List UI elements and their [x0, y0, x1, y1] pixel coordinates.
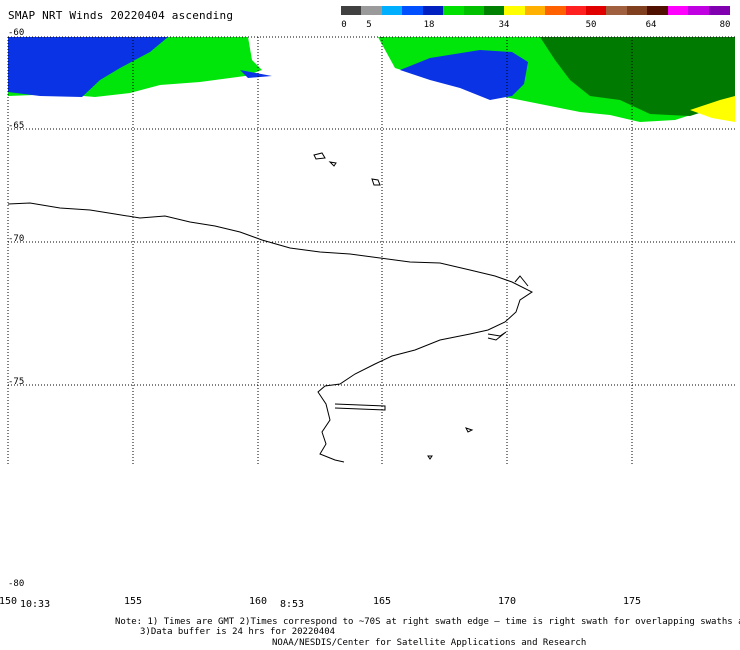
- ice-shelf-edge: [334, 403, 386, 411]
- coastline: [7, 152, 533, 463]
- island-3: [371, 178, 381, 186]
- colorbar-segment: [443, 6, 465, 15]
- coast-inlet: [514, 275, 529, 287]
- swath-right-yellow: [690, 96, 735, 122]
- colorbar-segment: [586, 6, 608, 15]
- colorbar-segment: [483, 6, 505, 15]
- coast-notch: [487, 331, 507, 341]
- swath-left-blue: [8, 37, 168, 97]
- note-line-2: 3)Data buffer is 24 hrs for 20220404: [140, 627, 336, 637]
- colorbar-segment: [504, 6, 526, 15]
- lon-label-160: 160: [248, 596, 268, 607]
- colorbar-segment: [381, 6, 403, 15]
- island-1: [313, 152, 326, 160]
- map-title: SMAP NRT Winds 20220404 ascending: [8, 9, 234, 22]
- colorbar-segment: [565, 6, 587, 15]
- colorbar-tick-label: 34: [498, 20, 510, 30]
- colorbar-tick-label: 18: [423, 20, 435, 30]
- island-4: [465, 427, 474, 433]
- colorbar-segment: [647, 6, 669, 15]
- lat-label-65: -65: [8, 121, 25, 131]
- lat-label-60: -60: [8, 28, 25, 38]
- island-2: [328, 161, 337, 167]
- colorbar-segment: [688, 6, 710, 15]
- credit-line: NOAA/NESDIS/Center for Satellite Applica…: [272, 638, 587, 648]
- swath-time-right: 8:53: [280, 599, 305, 610]
- swath-left-blue-tip: [240, 70, 272, 78]
- colorbar-tick-label: 5: [366, 20, 372, 30]
- wind-swath-right: [378, 37, 735, 122]
- colorbar-segment: [545, 6, 567, 15]
- swath-time-left: 10:33: [20, 599, 51, 610]
- island-5: [427, 455, 433, 460]
- colorbar-segment: [463, 6, 485, 15]
- colorbar-segment: [606, 6, 628, 15]
- antarctic-coast: [7, 202, 533, 463]
- colorbar-segment: [422, 6, 444, 15]
- wind-swath-left: [8, 37, 272, 97]
- colorbar-segment: [341, 6, 362, 15]
- swath-right-blue: [400, 50, 528, 100]
- lat-label-70: -70: [8, 234, 25, 244]
- swath-right-darkgreen: [540, 37, 735, 116]
- colorbar-segment: [708, 6, 730, 15]
- colorbar-tick-label: 50: [585, 20, 597, 30]
- colorbar-segment: [402, 6, 424, 15]
- colorbar-tick-label: 64: [645, 20, 657, 30]
- colorbar-segment: [524, 6, 546, 15]
- colorbar-tick-label: 80: [719, 20, 731, 30]
- colorbar-segment: [667, 6, 689, 15]
- lon-label-170: 170: [497, 596, 517, 607]
- note-line-1: Note: 1) Times are GMT 2)Times correspon…: [115, 617, 740, 627]
- lon-label-175: 175: [622, 596, 642, 607]
- lon-label-155: 155: [123, 596, 143, 607]
- colorbar-segment: [626, 6, 648, 15]
- lon-label-150: 150: [0, 596, 18, 607]
- graticule: [7, 36, 735, 465]
- colorbar-segment: [361, 6, 383, 15]
- lon-label-165: 165: [372, 596, 392, 607]
- lat-label-80: -80: [8, 579, 25, 589]
- lat-label-75: -75: [8, 377, 25, 387]
- colorbar-tick-label: 0: [341, 20, 347, 30]
